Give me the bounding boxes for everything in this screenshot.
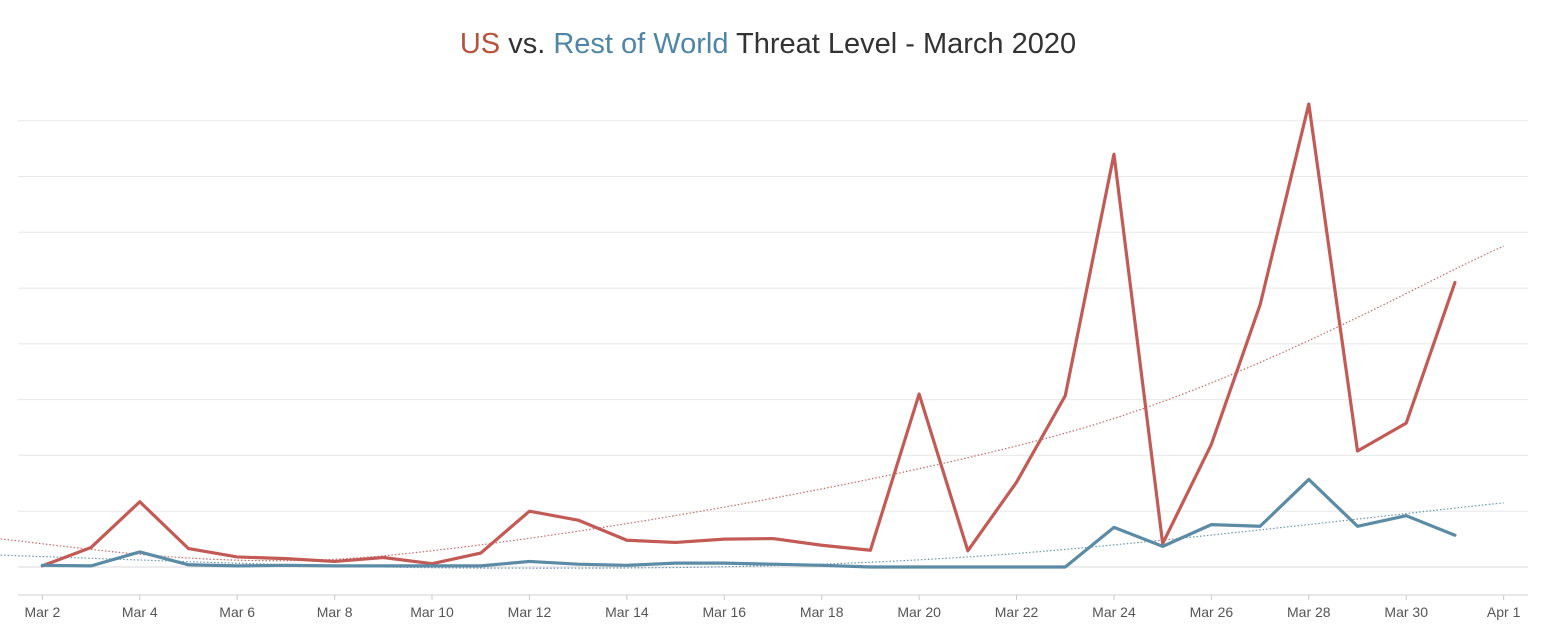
x-tick-label: Mar 2	[24, 604, 60, 620]
x-tick-label: Mar 26	[1190, 604, 1234, 620]
x-tick-label: Apr 1	[1487, 604, 1521, 620]
x-tick-label: Mar 10	[410, 604, 454, 620]
chart-title: US vs. Rest of World Threat Level - Marc…	[0, 28, 1536, 61]
us-series-line	[40, 102, 1457, 568]
row-series-line	[40, 477, 1457, 569]
x-tick-label: Mar 18	[800, 604, 844, 620]
x-tick-label: Mar 16	[703, 604, 747, 620]
title-rest-of-world: Rest of World	[553, 28, 729, 60]
title-vs: vs.	[500, 28, 554, 60]
us-trend-line	[0, 245, 1504, 562]
x-tick-label: Mar 4	[122, 604, 158, 620]
x-tick-label: Mar 30	[1384, 604, 1428, 620]
x-tick-label: Mar 24	[1092, 604, 1136, 620]
x-tick-label: Mar 8	[317, 604, 353, 620]
x-tick-label: Mar 20	[897, 604, 941, 620]
x-tick-label: Mar 14	[605, 604, 649, 620]
title-rest: Threat Level - March 2020	[728, 28, 1077, 60]
x-tick-label: Mar 12	[508, 604, 552, 620]
title-us: US	[459, 28, 501, 60]
x-tick-label: Mar 6	[219, 604, 255, 620]
x-tick-label: Mar 22	[995, 604, 1039, 620]
row-trend-line	[0, 502, 1504, 569]
x-tick-label: Mar 28	[1287, 604, 1331, 620]
